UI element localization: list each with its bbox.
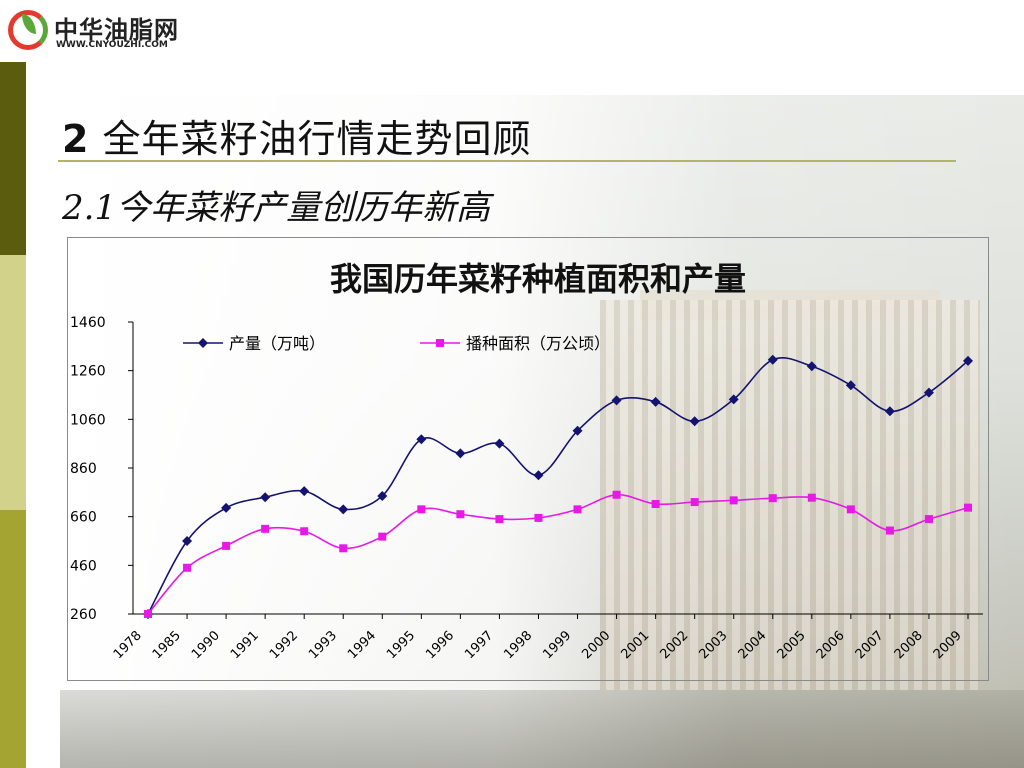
data-point-area [495,515,504,524]
x-tick-label: 1998 [501,628,535,662]
chart-frame [67,237,989,681]
background-ground [60,690,1024,768]
data-point-area [807,493,816,502]
data-point-area [456,510,465,519]
data-point-area [964,503,972,512]
x-tick-label: 2005 [775,628,809,662]
data-point-production [299,486,310,497]
data-point-production [767,354,778,365]
data-point-production [884,406,895,417]
logo-url: WWW.CNYOUZHI.COM [56,40,168,50]
data-point-area [144,610,152,618]
x-tick-label: 1999 [540,628,574,662]
data-point-production [377,490,388,501]
left-bar-dark [0,62,26,255]
data-point-area [612,490,621,499]
legend-label-2: 播种面积（万公顷） [466,334,610,353]
data-point-area [534,513,543,522]
left-accent-bar [0,0,26,768]
data-point-area [729,496,738,505]
logo-name: 中华油脂网 [54,16,179,44]
data-point-area [846,505,855,514]
background-building [600,300,980,690]
site-logo[interactable]: 中华油脂网 WWW.CNYOUZHI.COM [0,0,200,62]
chart-title: 我国历年菜籽种植面积和产量 [330,260,746,298]
y-tick-label: 660 [70,510,97,526]
left-bar-light [0,255,26,510]
series-line-2 [147,493,969,615]
x-tick-label: 2003 [697,628,731,662]
x-tick-label: 2001 [618,628,652,662]
data-point-area [651,500,660,509]
data-point-area [222,541,231,550]
logo-ring-icon [8,10,48,50]
legend-marker-production [198,338,208,348]
x-tick-label: 2009 [931,628,965,662]
y-tick-label: 260 [70,607,97,623]
legend-label-1: 产量（万吨） [229,334,325,353]
data-point-production [963,355,973,366]
data-point-production [494,438,505,449]
slide-title: 2 全年菜籽油行情走势回顾 [62,108,532,163]
x-tick-label: 2007 [853,628,887,662]
left-bar-mid [0,510,26,768]
data-point-production [182,536,193,546]
data-point-area [339,544,348,553]
slide-title-text: 全年菜籽油行情走势回顾 [102,117,532,161]
slide-subtitle: 2.1今年菜籽产量创历年新高 [62,188,491,228]
data-point-area [690,498,699,507]
data-point-production [845,380,856,391]
data-point-production [533,470,544,481]
data-point-production [260,492,271,503]
data-point-production [689,416,700,427]
data-point-production [338,504,349,515]
x-tick-label: 1997 [462,628,496,662]
x-tick-label: 1991 [228,628,262,662]
data-point-area [378,532,387,541]
x-tick-label: 1996 [423,628,457,662]
x-tick-label: 1994 [345,628,379,662]
data-point-area [573,505,582,514]
x-tick-label: 1985 [150,628,184,662]
legend-marker-area [436,339,444,347]
x-tick-label: 2004 [736,628,770,662]
x-tick-label: 1995 [384,628,418,662]
x-tick-label: 2008 [892,628,926,662]
data-point-production [806,361,817,372]
data-point-area [300,527,309,536]
data-point-area [261,524,270,533]
data-point-production [455,448,466,459]
data-point-area [417,505,426,514]
x-tick-label: 1978 [111,628,145,662]
data-point-production [572,425,583,436]
data-point-area [924,515,933,524]
x-tick-label: 2006 [814,628,848,662]
slide-title-number: 2 [62,117,90,161]
data-point-production [611,395,622,406]
series-line-1 [147,357,969,615]
x-tick-label: 1993 [306,628,340,662]
y-tick-label: 1060 [70,412,106,428]
y-tick-label: 1460 [70,315,106,331]
x-tick-label: 1990 [189,628,223,662]
data-point-production [728,394,739,405]
data-point-production [650,396,661,407]
x-tick-label: 2000 [579,628,613,662]
data-point-production [221,502,232,513]
title-divider [58,160,956,162]
data-point-area [183,563,192,572]
x-tick-label: 1992 [267,628,301,662]
data-point-area [768,494,777,503]
y-tick-label: 860 [70,461,97,477]
y-tick-label: 460 [70,558,97,574]
x-tick-label: 2002 [657,628,691,662]
data-point-production [416,434,427,445]
data-point-area [885,526,894,535]
data-point-production [923,387,934,398]
y-tick-label: 1260 [70,364,106,380]
